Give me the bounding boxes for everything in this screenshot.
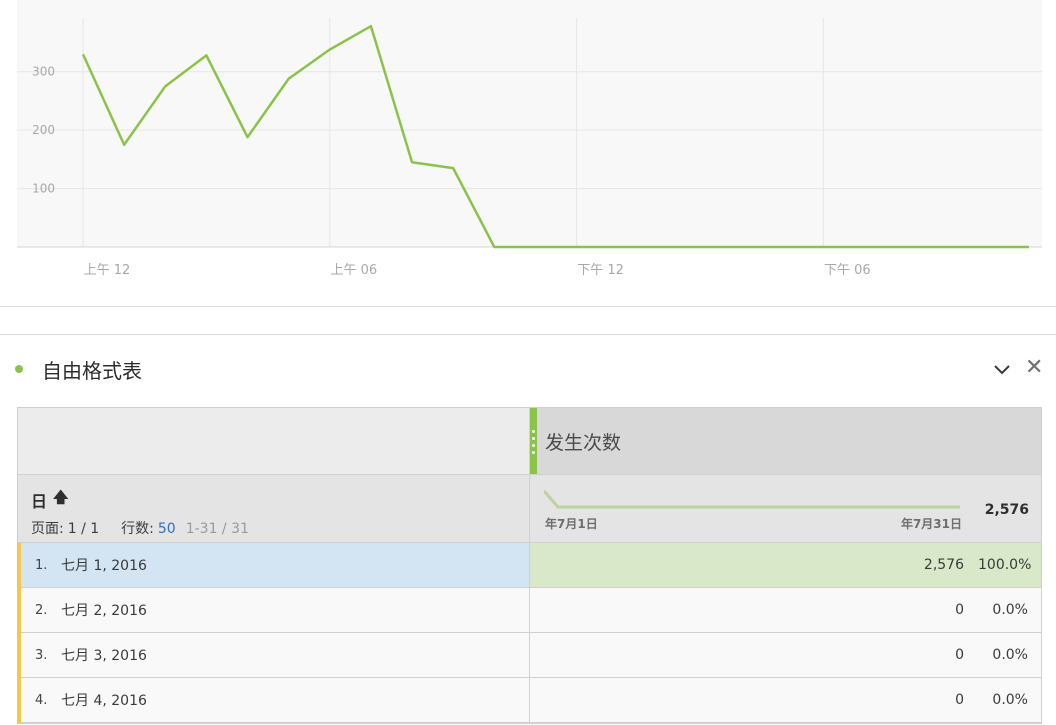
table-row[interactable]: 4. 七月 4, 2016 0 0.0% — [17, 678, 1041, 723]
panel-header: 自由格式表 ✕ — [0, 335, 1056, 401]
x-tick-label: 下午 12 — [577, 263, 624, 278]
page-value[interactable]: 1 / 1 — [67, 521, 100, 537]
row-value: 0 — [955, 647, 964, 663]
row-percent: 100.0% — [978, 557, 1032, 573]
rows-per-page[interactable]: 50 — [157, 521, 176, 537]
row-index: 2. — [35, 602, 48, 618]
row-percent: 0.0% — [992, 692, 1028, 708]
sparkline — [544, 490, 960, 509]
table-row[interactable]: 1. 七月 1, 2016 2,576 100.0% — [17, 543, 1041, 588]
metric-total: 2,576 — [984, 502, 1029, 518]
x-tick-label: 下午 06 — [824, 263, 871, 278]
rows-label: 行数: — [121, 521, 154, 537]
close-icon[interactable]: ✕ — [1025, 355, 1044, 380]
x-tick-label: 上午 12 — [84, 263, 131, 278]
line-chart: 100 200 300 上午 12 上午 06 下午 12 下午 06 — [17, 0, 1042, 278]
sparkline-end-label: 年7月31日 — [900, 517, 962, 531]
row-label[interactable]: 七月 1, 2016 — [61, 558, 147, 574]
row-range: 1-31 / 31 — [185, 521, 249, 537]
freeform-table-panel: 自由格式表 ✕ 发生次数 日 🡅 页面: 1 — [0, 334, 1056, 725]
panel-title: 自由格式表 — [42, 359, 142, 383]
pager: 页面: 1 / 1 行数: 50 1-31 / 31 — [31, 518, 529, 538]
metric-summary: 年7月1日 年7月31日 2,576 — [530, 475, 1041, 542]
y-tick-label: 300 — [32, 65, 55, 79]
dimension-name[interactable]: 日 🡅 — [31, 487, 529, 512]
sparkline-start-label: 年7月1日 — [545, 517, 598, 531]
row-index: 1. — [35, 557, 48, 573]
row-label[interactable]: 七月 2, 2016 — [61, 603, 147, 619]
metric-title: 发生次数 — [545, 431, 622, 454]
table-row[interactable]: 3. 七月 3, 2016 0 0.0% — [17, 633, 1041, 678]
metric-header[interactable]: 发生次数 — [530, 408, 1041, 474]
row-label[interactable]: 七月 3, 2016 — [61, 648, 147, 664]
table-header-row: 发生次数 — [18, 408, 1041, 475]
dimension-header-blank — [18, 408, 530, 474]
drag-handle[interactable] — [530, 408, 537, 474]
table-row[interactable]: 2. 七月 2, 2016 0 0.0% — [17, 588, 1041, 633]
freeform-table: 发生次数 日 🡅 页面: 1 / 1 行数: 50 1-31 / 31 — [17, 407, 1042, 724]
row-value: 0 — [955, 602, 964, 618]
status-dot — [15, 365, 23, 373]
table-subheader-row: 日 🡅 页面: 1 / 1 行数: 50 1-31 / 31 年7月1日 年7月… — [18, 475, 1041, 543]
y-tick-label: 200 — [32, 123, 55, 137]
plot-area — [17, 0, 1042, 247]
x-tick-label: 上午 06 — [330, 263, 377, 278]
sort-arrow-icon[interactable]: 🡅 — [53, 488, 69, 506]
row-index: 3. — [35, 647, 48, 663]
chevron-down-icon[interactable] — [992, 359, 1012, 379]
row-percent: 0.0% — [992, 647, 1028, 663]
dimension-subheader: 日 🡅 页面: 1 / 1 行数: 50 1-31 / 31 — [18, 475, 530, 542]
dimension-label: 日 — [31, 491, 48, 511]
row-percent: 0.0% — [992, 602, 1028, 618]
row-label[interactable]: 七月 4, 2016 — [61, 693, 147, 709]
page-label: 页面: — [31, 521, 64, 537]
series-line — [81, 24, 1029, 249]
row-index: 4. — [35, 692, 48, 708]
row-value: 2,576 — [923, 557, 964, 573]
row-value: 0 — [955, 692, 964, 708]
y-tick-label: 100 — [32, 182, 55, 196]
line-chart-panel: 100 200 300 上午 12 上午 06 下午 12 下午 06 — [0, 0, 1056, 307]
